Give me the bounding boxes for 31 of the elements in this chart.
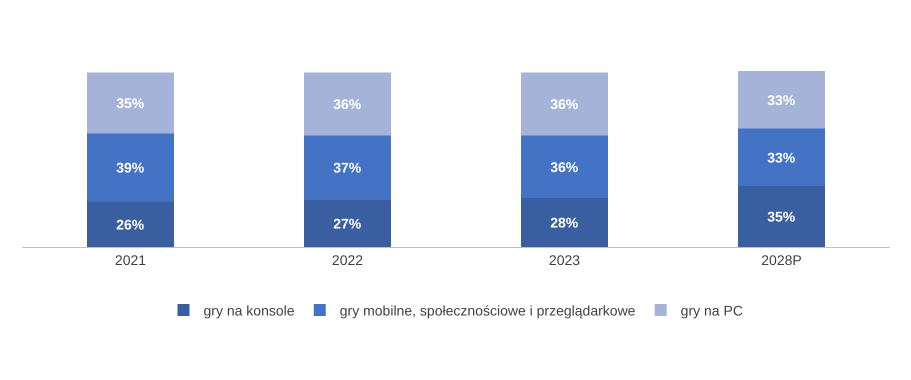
data-label: 36% — [333, 96, 362, 112]
data-label: 35% — [767, 208, 796, 225]
data-label: 39% — [116, 160, 145, 176]
bar — [521, 198, 608, 247]
x-tick-label: 2022 — [332, 252, 364, 268]
bar — [87, 134, 174, 202]
data-label: 27% — [333, 215, 362, 232]
legend-label: gry na konsole — [204, 302, 295, 318]
x-tick-label: 2021 — [114, 252, 146, 268]
bar — [521, 72, 608, 136]
bar — [738, 186, 825, 247]
data-label: 28% — [550, 214, 579, 231]
bar — [304, 200, 391, 247]
bar — [304, 135, 391, 200]
legend-label: gry mobilne, społecznościowe i przeglądarkowe — [340, 302, 636, 318]
data-label: 26% — [116, 216, 145, 232]
bar — [738, 71, 825, 128]
data-label: 36% — [550, 158, 579, 175]
data-label: 33% — [767, 149, 796, 166]
data-label: 37% — [333, 160, 362, 176]
data-label: 36% — [550, 96, 579, 112]
bar — [304, 72, 391, 136]
x-tick-label: 2028P — [761, 252, 802, 268]
bar — [87, 72, 174, 134]
x-tick-label: 2023 — [548, 252, 580, 268]
bar — [738, 128, 825, 186]
bar — [521, 135, 608, 198]
bar — [87, 202, 174, 247]
data-label: 33% — [767, 92, 796, 108]
legend-label: gry na PC — [680, 302, 743, 318]
data-label: 35% — [116, 95, 145, 112]
